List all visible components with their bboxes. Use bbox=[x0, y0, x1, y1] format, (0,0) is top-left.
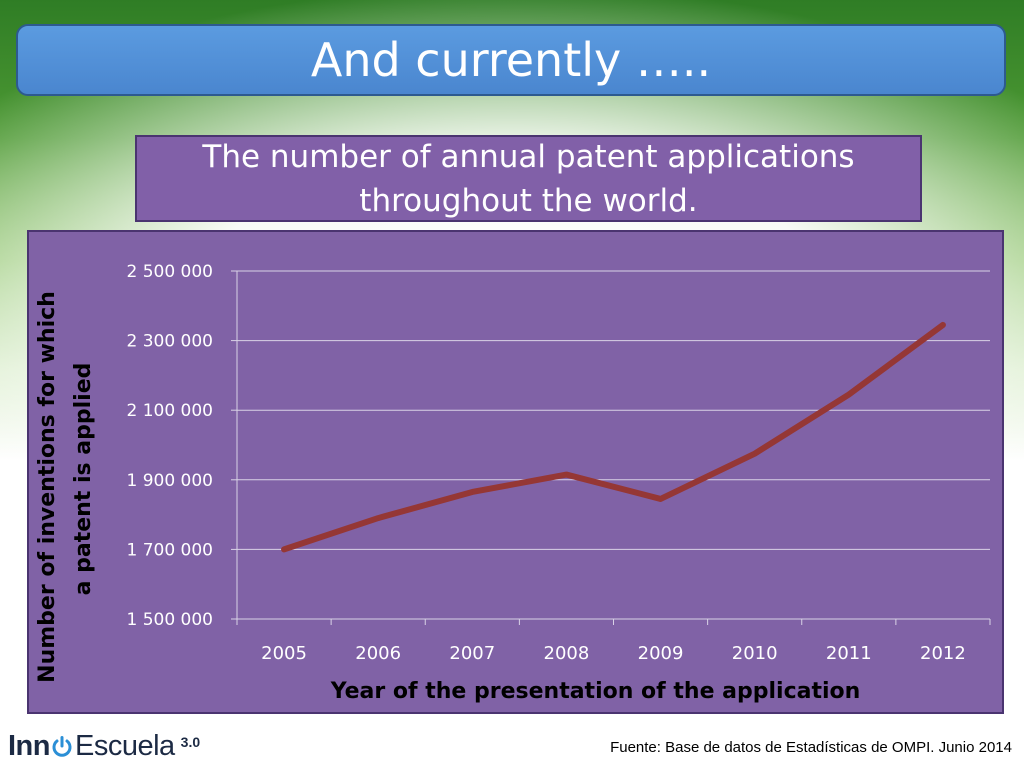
power-icon bbox=[51, 736, 73, 758]
y-tick-label: 2 100 000 bbox=[126, 401, 213, 421]
x-tick-label: 2012 bbox=[920, 643, 966, 664]
slide-subtitle: The number of annual patent applications… bbox=[172, 135, 884, 223]
x-tick-label: 2005 bbox=[261, 643, 307, 664]
source-note: Fuente: Base de datos de Estadísticas de… bbox=[610, 739, 1012, 756]
logo-text-escuela: Escuela bbox=[75, 730, 175, 762]
data-point bbox=[754, 453, 756, 455]
slide-title: And currently ….. bbox=[310, 33, 712, 87]
title-banner: And currently ….. bbox=[16, 24, 1006, 96]
subtitle-line-2: throughout the world. bbox=[359, 182, 698, 219]
logo-version: 3.0 bbox=[180, 734, 201, 750]
x-tick-label: 2008 bbox=[544, 643, 590, 664]
x-tick-label: 2010 bbox=[732, 643, 778, 664]
y-tick-label: 2 500 000 bbox=[126, 262, 213, 282]
subtitle-banner: The number of annual patent applications… bbox=[135, 135, 922, 222]
line-chart: 1 500 000 1 700 000 1 900 000 2 100 000 2 30… bbox=[35, 262, 991, 704]
y-tick-label: 1 500 000 bbox=[126, 610, 213, 630]
y-tick-label: 1 700 000 bbox=[126, 540, 213, 560]
y-tick-label: 1 900 000 bbox=[126, 471, 213, 491]
innoescuela-logo: Inn Escuela 3.0 bbox=[8, 730, 200, 764]
data-point bbox=[660, 498, 662, 500]
data-point bbox=[283, 548, 285, 550]
y-axis-title-line-2: a patent is applied bbox=[71, 363, 96, 596]
data-point bbox=[377, 517, 379, 519]
x-axis-title: Year of the presentation of the applicat… bbox=[330, 679, 861, 704]
x-tick-label: 2006 bbox=[355, 643, 401, 664]
data-point bbox=[565, 474, 567, 476]
x-tick-label: 2011 bbox=[826, 643, 872, 664]
data-point bbox=[848, 394, 850, 396]
y-tick-label: 2 300 000 bbox=[126, 332, 213, 352]
series-line bbox=[281, 321, 946, 553]
x-tick-label: 2007 bbox=[449, 643, 495, 664]
data-point bbox=[942, 324, 944, 326]
chart-panel: 1 500 000 1 700 000 1 900 000 2 100 000 2 30… bbox=[27, 230, 1004, 714]
x-tick-label: 2009 bbox=[638, 643, 684, 664]
data-point bbox=[471, 491, 473, 493]
logo-text-inn: Inn bbox=[8, 730, 51, 762]
subtitle-line-1: The number of annual patent applications bbox=[202, 138, 855, 175]
y-axis-title-line-1: Number of inventions for which bbox=[35, 291, 60, 683]
